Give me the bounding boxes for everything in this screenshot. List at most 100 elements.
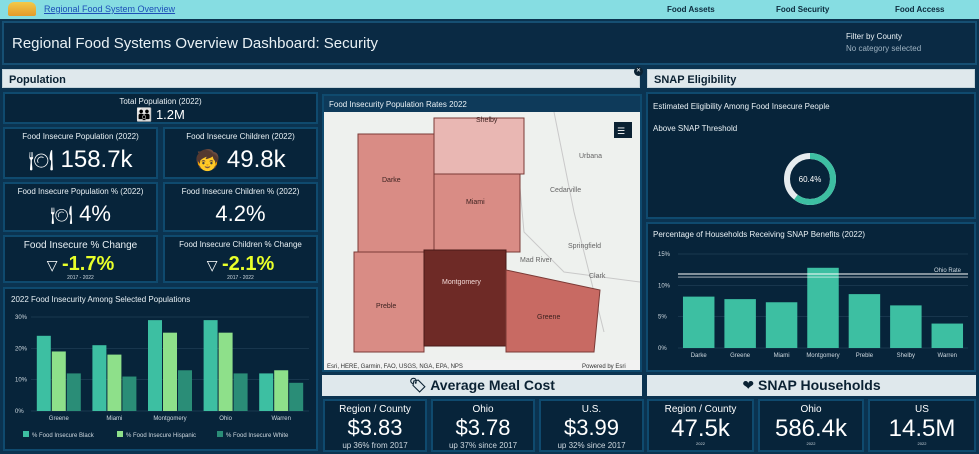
map-county-montgomery[interactable] [423, 249, 507, 347]
map-county-shelby[interactable] [433, 117, 525, 175]
list-icon: ☰ [617, 126, 625, 136]
x-tick-label: Greene [49, 416, 70, 422]
y-tick-label: 30% [15, 315, 28, 321]
snap-bar-preble[interactable] [848, 294, 881, 348]
map-county-miami[interactable] [433, 173, 521, 253]
map-attribution: Esri, HERE, Garmin, FAO, USGS, NGA, EPA,… [327, 364, 463, 370]
y-tick-label: 0% [15, 409, 24, 415]
snap-benefits-bar-chart: 0% 5% 10% 15% Darke Greene Miami Montgomery Preb… [658, 252, 968, 359]
legend-swatch [117, 431, 123, 437]
meal-cost-label: Region / County [339, 404, 411, 415]
y-tick-label: 10% [15, 378, 28, 384]
section-population: Population [2, 69, 640, 88]
bar--food-insecure-hispanic-montgomery[interactable] [163, 332, 177, 411]
bar--food-insecure-hispanic-miami[interactable] [107, 354, 122, 411]
map-county-darke[interactable] [357, 133, 435, 253]
map-place-springfield: Springfield [568, 243, 601, 250]
dashboard-header [2, 21, 977, 65]
snap-eligibility-card: Estimated Eligibility Among Food Insecur… [646, 92, 976, 219]
snap-bar-miami[interactable] [765, 302, 798, 348]
nav-food-access[interactable]: Food Access [895, 5, 945, 14]
meal-cost-sub: up 37% since 2017 [448, 441, 518, 450]
food-insecure-pct-card: Food Insecure Population % (2022) 🍽 4% [3, 182, 158, 232]
nav-food-assets[interactable]: Food Assets [667, 5, 715, 14]
map-label-miami: Miami [466, 199, 485, 206]
food-insecurity-map[interactable]: Shelby Darke Miami Preble Montgomery Gre… [324, 112, 640, 370]
snap-chart-title: Percentage of Households Receiving SNAP … [653, 230, 865, 239]
map-place-cedarville: Cedarville [550, 187, 581, 194]
bar--food-insecure-hispanic-ohio[interactable] [218, 332, 233, 411]
households-sub: 2022 [806, 441, 816, 446]
meal-cost-card: Region / County $3.83 up 36% from 2017 [323, 399, 427, 452]
food-insecure-change-card: Food Insecure % Change ▽ -1.7% 2017 - 20… [3, 235, 158, 283]
bar--food-insecure-hispanic-greene[interactable] [51, 351, 66, 411]
food-insecure-children-change-card: Food Insecure Children % Change ▽ -2.1% … [163, 235, 318, 283]
x-tick-label: Miami [106, 416, 122, 422]
bar--food-insecure-black-miami[interactable] [92, 345, 107, 411]
bar--food-insecure-white-greene[interactable] [66, 373, 81, 411]
households-label: Ohio [800, 404, 822, 415]
map-powered-by[interactable]: Powered by Esri [582, 364, 626, 370]
households-value: 14.5M [888, 415, 956, 442]
eligibility-subtitle: Above SNAP Threshold [653, 124, 738, 133]
households-sub: 2022 [917, 441, 927, 446]
x-tick-label: Miami [774, 353, 790, 359]
legend-toggle-button[interactable] [614, 122, 632, 138]
bar--food-insecure-white-warren[interactable] [289, 382, 304, 411]
bar--food-insecure-hispanic-warren[interactable] [274, 370, 289, 411]
total-population-label: Total Population (2022) [119, 97, 202, 106]
snap-benefits-chart-card: Percentage of Households Receiving SNAP … [646, 222, 976, 372]
family-icon: 👪 [136, 107, 153, 122]
meal-cost-label: Ohio [472, 404, 494, 415]
food-insecurity-chart-card: 2022 Food Insecurity Among Selected Popu… [3, 287, 318, 451]
map-label-preble: Preble [376, 303, 396, 310]
map-county-preble[interactable] [353, 251, 425, 353]
bar--food-insecure-white-montgomery[interactable] [178, 370, 192, 411]
down-triangle-icon: ▽ [46, 257, 58, 273]
snap-bar-montgomery[interactable] [807, 267, 839, 348]
households-label: US [915, 404, 929, 415]
child-icon: 🧒 [195, 150, 221, 172]
snap-bar-greene[interactable] [724, 299, 756, 348]
nav-food-security[interactable]: Food Security [776, 5, 830, 14]
food-insecure-children-change-value: -2.1% [221, 253, 275, 275]
bar--food-insecure-black-greene[interactable] [36, 335, 51, 411]
map-county-greene[interactable] [505, 269, 601, 353]
households-label: Region / County [664, 404, 737, 415]
legend-label: % Food Insecure Black [32, 433, 95, 439]
close-icon[interactable]: ✕ [634, 67, 643, 76]
households-sub: 2022 [696, 441, 705, 446]
meal-cost-value: $3.83 [347, 415, 403, 440]
food-insecure-population-label: Food Insecure Population (2022) [22, 132, 139, 141]
households-card: Ohio 586.4k 2022 [758, 399, 864, 452]
ohio-rate-label: Ohio Rate [934, 268, 962, 274]
snap-households-title: SNAP Households [757, 377, 881, 393]
x-tick-label: Preble [856, 353, 874, 359]
bar--food-insecure-white-miami[interactable] [122, 376, 137, 411]
map-place-clark: Clark [589, 273, 606, 280]
x-tick-label: Greene [730, 353, 751, 359]
y-tick-label: 0% [658, 346, 667, 352]
site-home-link[interactable]: Regional Food System Overview [44, 4, 176, 14]
county-filter-select[interactable]: No category selected [846, 44, 922, 53]
snap-bar-darke[interactable] [682, 296, 715, 348]
snap-bar-warren[interactable] [931, 323, 964, 348]
map-label-montgomery: Montgomery [442, 279, 481, 286]
total-population-value: 1.2M [155, 107, 185, 122]
snap-bar-shelby[interactable] [890, 305, 922, 348]
bar--food-insecure-black-montgomery[interactable] [148, 320, 162, 411]
bar--food-insecure-white-ohio[interactable] [233, 373, 248, 411]
map-label-darke: Darke [382, 177, 401, 184]
map-place-urbana: Urbana [579, 153, 602, 160]
food-insecure-children-change-label: Food Insecure Children % Change [179, 240, 302, 249]
bar--food-insecure-black-warren[interactable] [259, 373, 274, 411]
x-tick-label: Montgomery [806, 353, 839, 359]
bar--food-insecure-black-ohio[interactable] [203, 320, 218, 411]
meal-icon: 🍽 [50, 205, 73, 225]
food-insecurity-bar-chart: 0% 10% 20% 30% Greene Miami Montgomery Ohio Warr… [15, 315, 309, 439]
logo-icon[interactable] [8, 2, 36, 16]
y-tick-label: 5% [658, 315, 667, 321]
y-tick-label: 20% [15, 346, 28, 352]
food-insecure-children-pct-card: Food Insecure Children % (2022) 4.2% [163, 182, 318, 232]
meal-cost-label: U.S. [581, 404, 602, 415]
